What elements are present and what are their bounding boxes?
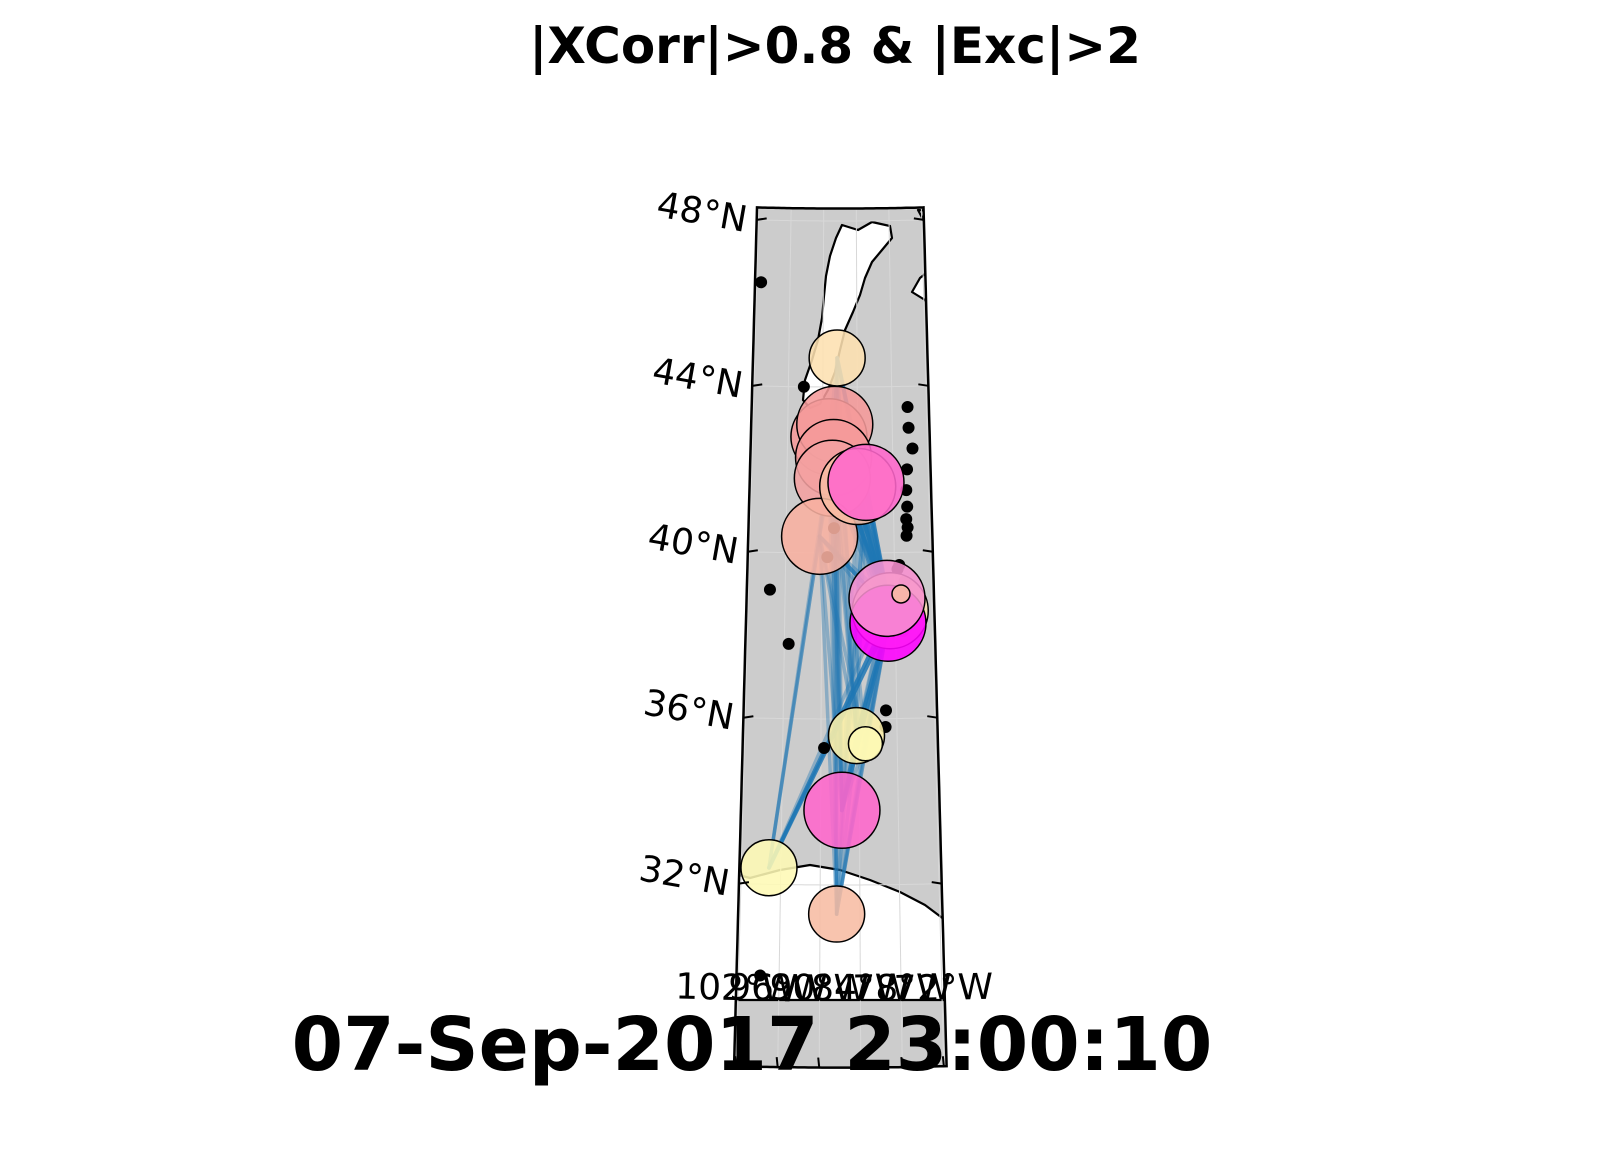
lat-label: 40°N (645, 516, 741, 572)
inactive-station-dot (906, 442, 919, 455)
inactive-station-dot (754, 969, 767, 982)
map-frame (732, 206, 948, 1069)
inactive-station-dot (755, 276, 768, 289)
active-station-circle (740, 838, 798, 897)
inactive-station-dot (901, 401, 914, 414)
lon-tick (858, 1057, 862, 1068)
lon-label: 84°W (811, 968, 911, 1010)
active-stations (740, 329, 929, 943)
lake-erie (960, 346, 1070, 398)
lat-tick (756, 217, 767, 221)
active-station-circle (803, 771, 881, 850)
lat-tick (913, 217, 925, 221)
lat-label: 36°N (640, 682, 736, 738)
lat-label: 48°N (654, 185, 750, 241)
parallel-line (756, 219, 923, 222)
active-station-circle (891, 584, 911, 604)
active-station-circle (827, 443, 905, 522)
lat-tick (918, 383, 929, 387)
lon-label: 78°W (852, 967, 952, 1010)
lat-label: 32°N (636, 848, 732, 904)
lon-label: 102°W (675, 966, 798, 1010)
inactive-station-dot (901, 500, 914, 513)
correlation-link (817, 534, 839, 916)
correlation-link (767, 534, 822, 870)
lon-tick (817, 1057, 821, 1068)
inactive-station-dot (782, 637, 795, 650)
active-station-circle (848, 559, 926, 638)
active-station-circle (807, 885, 866, 943)
active-station-circle (808, 329, 866, 387)
lake-huron (910, 208, 947, 352)
inactive-station-dot (880, 704, 893, 717)
inactive-station-dot (763, 583, 776, 596)
inactive-station-dot (902, 421, 915, 434)
lat-tick (931, 881, 942, 885)
inactive-station-dot (797, 380, 810, 393)
lon-tick (775, 1057, 779, 1068)
map-title: |XCorr|>0.8 & |Exc|>2 (529, 17, 1141, 75)
axis-ticks (734, 217, 945, 1068)
lake-superior (685, 117, 880, 188)
lon-label: 72°W (893, 967, 993, 1011)
lat-tick (743, 715, 754, 719)
correlation-link (767, 534, 822, 870)
timestamp: 07-Sep-2017 23:00:10 (292, 1002, 1213, 1088)
lat-tick (752, 383, 763, 387)
lon-label: 90°W (769, 968, 869, 1010)
lon-tick (734, 1056, 738, 1067)
lat-label: 44°N (649, 351, 745, 407)
lake-ontario (1062, 292, 1160, 333)
axis-labels: 48°N 44°N 40°N 36°N 32°N 102°W96°W90°W84°W78°… (636, 185, 994, 1011)
lat-tick (927, 715, 938, 719)
atlantic-ocean (1020, 280, 1600, 1000)
lat-tick (747, 549, 758, 553)
meridian-line (920, 207, 945, 1067)
lon-tick (900, 1057, 904, 1068)
inactive-station-dot (900, 529, 913, 542)
inactive-station-dot (818, 742, 831, 755)
inactive-station-dot (901, 463, 914, 476)
meridian-line (735, 207, 760, 1067)
lat-tick (738, 881, 750, 885)
correlation-link (834, 621, 890, 916)
lon-tick (941, 1056, 945, 1067)
meridian-line (777, 208, 792, 1068)
lat-tick (922, 549, 933, 553)
correlation-link (817, 534, 844, 813)
lon-label: 96°W (728, 967, 828, 1010)
active-station-circle (847, 726, 884, 762)
